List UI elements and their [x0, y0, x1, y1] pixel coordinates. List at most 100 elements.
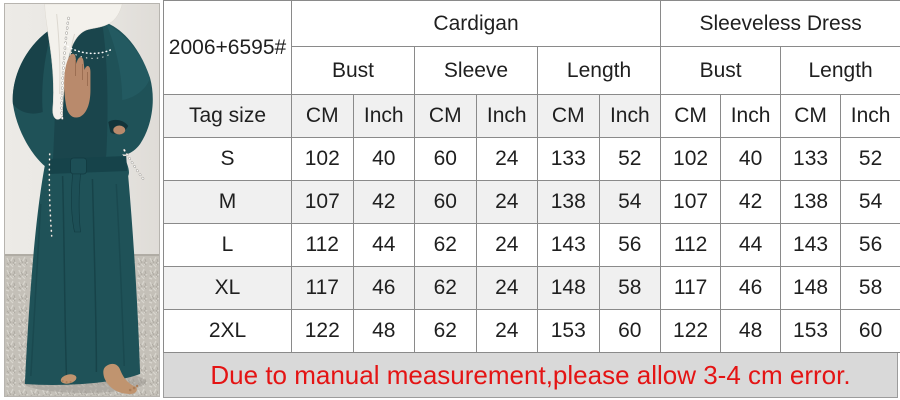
table-row: XL 117 46 62 24 148 58 117 46 148 58 [163, 266, 900, 310]
unit-header-cm: CM [291, 94, 354, 138]
value-cell: 143 [780, 223, 842, 267]
table-row: Tag size CM Inch CM Inch CM Inch CM Inch… [163, 94, 900, 138]
value-cell: 112 [660, 223, 722, 267]
table-row: L 112 44 62 24 143 56 112 44 143 56 [163, 223, 900, 267]
model-illustration [12, 4, 153, 394]
unit-header-inch: Inch [840, 94, 900, 138]
unit-header-cm: CM [414, 94, 477, 138]
table-row: 2XL 122 48 62 24 153 60 122 48 153 60 [163, 309, 900, 353]
right-foot [103, 363, 137, 394]
unit-header-cm: CM [780, 94, 842, 138]
value-cell: 42 [720, 180, 782, 224]
tag-size-header: Tag size [163, 94, 292, 138]
value-cell: 58 [598, 266, 662, 310]
product-photo-frame [4, 3, 160, 397]
value-cell: 54 [598, 180, 662, 224]
value-cell: 54 [840, 180, 900, 224]
value-cell: 24 [475, 180, 538, 224]
unit-header-inch: Inch [720, 94, 782, 138]
size-cell: M [163, 180, 292, 224]
size-cell: S [163, 137, 292, 181]
value-cell: 133 [537, 137, 600, 181]
value-cell: 24 [475, 266, 538, 310]
measurement-note-bar: Due to manual measurement,please allow 3… [163, 353, 898, 398]
hijab [44, 4, 123, 120]
unit-header-inch: Inch [352, 94, 415, 138]
value-cell: 60 [598, 309, 662, 353]
col-header-cardigan-sleeve: Sleeve [414, 46, 538, 95]
value-cell: 148 [537, 266, 600, 310]
tucked-hand [113, 125, 126, 135]
value-cell: 112 [291, 223, 354, 267]
value-cell: 46 [352, 266, 415, 310]
size-chart-panel: 2006+6595# Cardigan Sleeveless Dress Bus… [163, 0, 900, 400]
value-cell: 107 [660, 180, 722, 224]
value-cell: 102 [291, 137, 354, 181]
value-cell: 42 [352, 180, 415, 224]
value-cell: 62 [414, 223, 477, 267]
value-cell: 56 [840, 223, 900, 267]
value-cell: 48 [352, 309, 415, 353]
value-cell: 143 [537, 223, 600, 267]
value-cell: 40 [720, 137, 782, 181]
unit-header-inch: Inch [475, 94, 538, 138]
value-cell: 44 [352, 223, 415, 267]
value-cell: 60 [414, 137, 477, 181]
size-cell: 2XL [163, 309, 292, 353]
belt [48, 156, 128, 174]
value-cell: 117 [660, 266, 722, 310]
belt-knot [70, 157, 87, 175]
size-cell: XL [163, 266, 292, 310]
group-header-sleeveless-dress: Sleeveless Dress [660, 0, 900, 47]
unit-header-inch: Inch [598, 94, 662, 138]
value-cell: 153 [537, 309, 600, 353]
value-cell: 62 [414, 266, 477, 310]
necklace-beads [63, 43, 112, 55]
table-row: 2006+6595# Cardigan Sleeveless Dress [163, 0, 900, 95]
value-cell: 58 [840, 266, 900, 310]
value-cell: 148 [780, 266, 842, 310]
table-row: Bust Sleeve Length Bust Length [164, 46, 900, 95]
unit-header-cm: CM [660, 94, 722, 138]
value-cell: 153 [780, 309, 842, 353]
left-foot [60, 374, 77, 384]
measurement-note: Due to manual measurement,please allow 3… [210, 359, 851, 390]
value-cell: 102 [660, 137, 722, 181]
col-header-dress-bust: Bust [660, 46, 782, 95]
size-cell: L [163, 223, 292, 267]
value-cell: 138 [537, 180, 600, 224]
value-cell: 138 [780, 180, 842, 224]
value-cell: 48 [720, 309, 782, 353]
value-cell: 24 [475, 223, 538, 267]
col-header-cardigan-bust: Bust [291, 46, 415, 95]
col-header-dress-length: Length [780, 46, 900, 95]
value-cell: 56 [598, 223, 662, 267]
value-cell: 62 [414, 309, 477, 353]
product-photo-area [0, 0, 163, 400]
value-cell: 46 [720, 266, 782, 310]
value-cell: 122 [291, 309, 354, 353]
value-cell: 40 [352, 137, 415, 181]
hand [64, 53, 91, 118]
dress [12, 21, 153, 385]
value-cell: 44 [720, 223, 782, 267]
value-cell: 122 [660, 309, 722, 353]
value-cell: 133 [780, 137, 842, 181]
product-photo [5, 4, 159, 396]
sash-tail [71, 173, 81, 233]
value-cell: 107 [291, 180, 354, 224]
table-row: S 102 40 60 24 133 52 102 40 133 52 [163, 137, 900, 181]
value-cell: 52 [840, 137, 900, 181]
group-header-cardigan: Cardigan [290, 0, 662, 47]
value-cell: 24 [475, 137, 538, 181]
value-cell: 24 [475, 309, 538, 353]
value-cell: 52 [598, 137, 662, 181]
product-code: 2006+6595# [163, 0, 292, 95]
value-cell: 117 [291, 266, 354, 310]
col-header-cardigan-length: Length [536, 46, 662, 95]
value-cell: 60 [840, 309, 900, 353]
table-row: M 107 42 60 24 138 54 107 42 138 54 [163, 180, 900, 224]
value-cell: 60 [414, 180, 477, 224]
size-chart-table: 2006+6595# Cardigan Sleeveless Dress Bus… [163, 0, 900, 353]
